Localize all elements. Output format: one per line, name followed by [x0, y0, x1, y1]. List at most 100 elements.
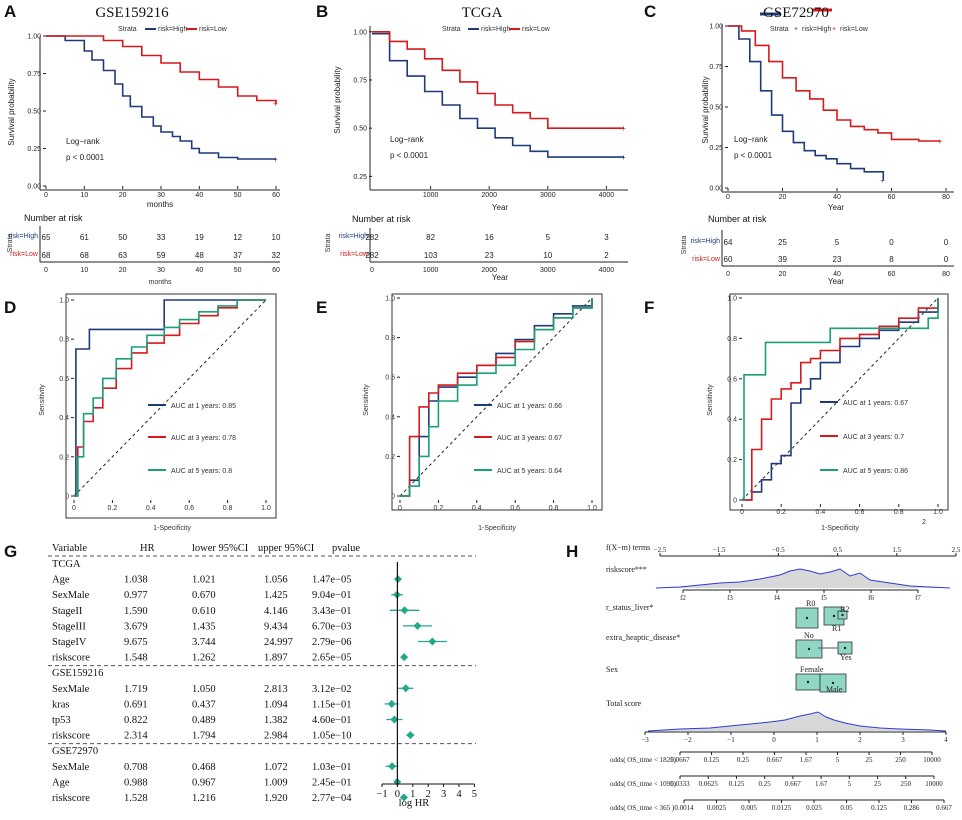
roc-y-tick: 0 [733, 498, 737, 505]
forest-upper: 9.434 [264, 621, 288, 632]
nar-value: 64 [724, 238, 733, 247]
forest-point [400, 606, 409, 615]
forest-group-label: GSE72970 [52, 746, 98, 757]
x-tick-label: 60 [888, 194, 896, 201]
x-tick-label: 0 [44, 192, 48, 199]
nar-value: 39 [778, 255, 787, 264]
forest-upper: 4.146 [264, 606, 288, 617]
panel-h: H −2.5 −1.5 −0.5 0.5 1.5 2.5f2 f3 f4 f5 f6 f7−3 −2−… [566, 542, 961, 812]
roc-legend-5y-f: AUC at 5 years: 0.86 [843, 468, 908, 475]
panel-g: G Variable HR lower 95%CI upper 95%CI pv… [4, 542, 477, 809]
forest-point [413, 621, 422, 630]
forest-variable: SexMale [52, 590, 90, 601]
censor-mark: + [938, 137, 943, 146]
nar-x-ticks-a: 0 10 20 30 40 50 60 [44, 267, 280, 274]
roc-x-tick: 0.2 [434, 505, 444, 512]
forest-hr: 1.719 [124, 684, 148, 695]
nar-x-tick-label: 30 [157, 267, 165, 274]
nomo-odds-1825-tick: 250 [895, 756, 906, 764]
panel-letter-g: G [4, 542, 17, 561]
panel-letter-h: H [566, 542, 578, 561]
roc-diagonal [399, 297, 593, 497]
forest-x-tick: 4 [456, 789, 462, 800]
forest-x-tick: 3 [441, 789, 446, 800]
roc-diagonal [73, 299, 267, 497]
roc-y-tick: 0.6 [385, 375, 395, 382]
roc-legend-3y-d: AUC at 3 years: 0.78 [171, 435, 236, 442]
nar-x-tick-label: 60 [888, 271, 896, 278]
y-ticks-b: 0.25 0.50 0.75 1.00 [353, 29, 372, 181]
nar-value: 59 [157, 251, 166, 260]
roc-x-tick: 0.8 [223, 505, 233, 512]
panel-c: C GSE72970 Strata + risk=High + risk=Low… [644, 2, 954, 286]
forest-upper: 1.072 [264, 762, 288, 773]
forest-x-tick: 0 [395, 789, 400, 800]
forest-variable: riskscore [52, 653, 90, 664]
forest-hr: 0.708 [124, 762, 148, 773]
roc-curves-d [73, 299, 267, 497]
nomo-total-tick: 0 [772, 736, 776, 744]
legend-high-c: risk=High [802, 26, 831, 33]
nar-x-tick-label: 80 [942, 271, 950, 278]
forest-variable: StageIV [52, 637, 87, 648]
nar-row-label-high-b: risk=High [339, 233, 368, 240]
forest-pvalue: 1.03e−01 [312, 762, 351, 773]
nar-value: 37 [233, 251, 242, 260]
forest-variable: StageII [52, 606, 83, 617]
forest-variable: riskscore [52, 731, 90, 742]
roc-x-tick: 0 [398, 505, 402, 512]
censor-mark: + [621, 124, 626, 133]
nar-value: 23 [833, 255, 842, 264]
x-ticks-a: 0 10 20 30 40 50 60 [44, 186, 280, 199]
panel-b: B TCGA Strata risk=High risk=Low Surviva… [316, 2, 628, 282]
nar-value: 0 [944, 255, 949, 264]
y-tick-label: 0.25 [709, 145, 723, 152]
forest-hr: 2.314 [124, 731, 148, 742]
nomo-points-tick: 0.5 [833, 546, 842, 554]
x-tick-label: 4000 [599, 192, 615, 199]
nomo-box-dot [805, 616, 809, 620]
x-tick-label: 80 [942, 194, 950, 201]
forest-pvalue: 9.04e−01 [312, 590, 351, 601]
forest-point [399, 793, 408, 802]
panel-d: D Sensitivity 1-Specificity 000.20.20.40… [4, 293, 277, 532]
forest-lower: 0.437 [192, 699, 216, 710]
panel-letter-f: F [644, 298, 654, 317]
forest-lower: 3.744 [192, 637, 216, 648]
nomo-riskscore-tick: f3 [727, 594, 733, 602]
forest-lower: 1.794 [192, 731, 216, 742]
roc-y-tick: 0.4 [59, 415, 69, 422]
nomo-odds-1825-tick: 25 [866, 756, 874, 764]
xlabel-f: 1-Specificity [821, 525, 859, 532]
roc-curves-e [399, 297, 593, 497]
logrank-b: Log−rank [390, 135, 425, 144]
nomo-odds-1825-tick: 0.125 [704, 756, 720, 764]
total-density [647, 711, 947, 732]
nomo-label-total: Total score [606, 699, 642, 708]
nar-row-label-high-c: risk=High [691, 238, 720, 245]
nomo-odds-365-tick: 0.025 [806, 804, 822, 812]
roc-y-tick: 0 [65, 494, 69, 501]
x-ticks-c: 0 20 40 60 80 [726, 188, 950, 201]
nomo-riskscore-tick: f4 [774, 594, 780, 602]
col-header-pvalue: pvalue [332, 543, 360, 554]
panel-a: A GSE159216 Strata risk=High risk=Low Su… [4, 2, 281, 286]
roc-legend-5y-d: AUC at 5 years: 0.8 [171, 468, 232, 475]
roc-legend-1y-e: AUC at 1 years: 0.66 [497, 403, 562, 410]
roc-frame-e [391, 293, 603, 511]
nomo-odds-1825-tick: 1.67 [800, 756, 813, 764]
forest-upper: 1.897 [264, 653, 288, 664]
col-header-lower: lower 95%CI [192, 543, 249, 554]
nomo-odds-1095-tick: 0.125 [729, 780, 745, 788]
nomo-points-tick: 1.5 [892, 546, 901, 554]
ylabel-e: Sensitivity [363, 384, 370, 416]
nomo-total-tick: −2 [684, 736, 692, 744]
nomo-box-dot [806, 680, 810, 684]
nar-x-tick-label: 4000 [599, 267, 615, 274]
nar-values-a: 65 61 50 33 19 12 10 68 68 63 59 48 37 32 [42, 233, 281, 260]
km-curve-low [728, 25, 941, 142]
y-tick-label: 0.50 [27, 109, 41, 116]
roc-legend-3y-e: AUC at 3 years: 0.67 [497, 435, 562, 442]
roc-y-tick: 0.6 [59, 376, 69, 383]
